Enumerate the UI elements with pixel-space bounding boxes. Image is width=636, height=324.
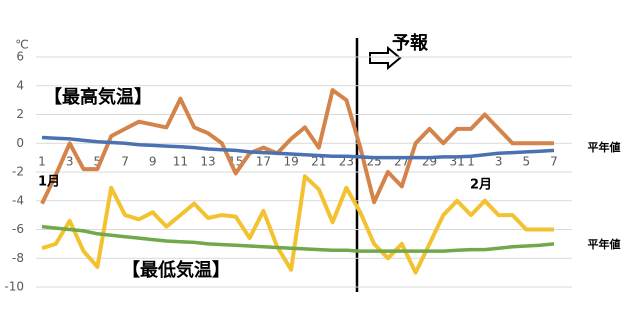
x-tick-label: 17 xyxy=(256,155,271,169)
series-line xyxy=(40,88,554,205)
forecast-arrow xyxy=(369,45,402,71)
y-tick-label: 6 xyxy=(16,50,24,64)
x-tick-label: 3 xyxy=(66,155,74,169)
annotation: 予報 xyxy=(392,32,429,54)
series-label: 平年値 xyxy=(588,237,621,251)
x-tick-label: 1 xyxy=(467,155,475,169)
annotation: 1月 xyxy=(38,175,60,190)
x-tick-label: 19 xyxy=(283,155,298,169)
y-tick-label: -10 xyxy=(4,280,24,294)
x-tick-label: 3 xyxy=(495,155,503,169)
x-tick-label: 7 xyxy=(550,155,558,169)
y-tick-label: 0 xyxy=(16,136,24,150)
y-tick-label: -2 xyxy=(12,165,24,179)
x-tick-label: 5 xyxy=(523,155,531,169)
y-tick-label: -8 xyxy=(12,251,24,265)
series-line xyxy=(41,135,555,160)
series-line xyxy=(41,174,554,275)
x-tick-label: 13 xyxy=(200,155,215,169)
y-unit: ℃ xyxy=(15,38,28,52)
x-tick-label: 11 xyxy=(173,155,188,169)
y-tick-label: -4 xyxy=(12,193,24,207)
y-tick-label: 4 xyxy=(16,78,24,92)
series-line xyxy=(41,224,555,253)
x-tick-label: 7 xyxy=(121,155,129,169)
annotation: 2月 xyxy=(470,178,492,193)
x-tick-label: 5 xyxy=(94,155,102,169)
y-tick-label: 2 xyxy=(16,107,24,121)
x-tick-label: 9 xyxy=(149,155,157,169)
series-label: 平年値 xyxy=(588,140,621,154)
y-tick-label: -6 xyxy=(12,222,24,236)
x-tick-label: 1 xyxy=(38,155,46,169)
x-tick-label: 21 xyxy=(311,155,326,169)
series-label: 【最低気温】 xyxy=(122,259,230,281)
series-label: 【最高気温】 xyxy=(44,86,152,108)
